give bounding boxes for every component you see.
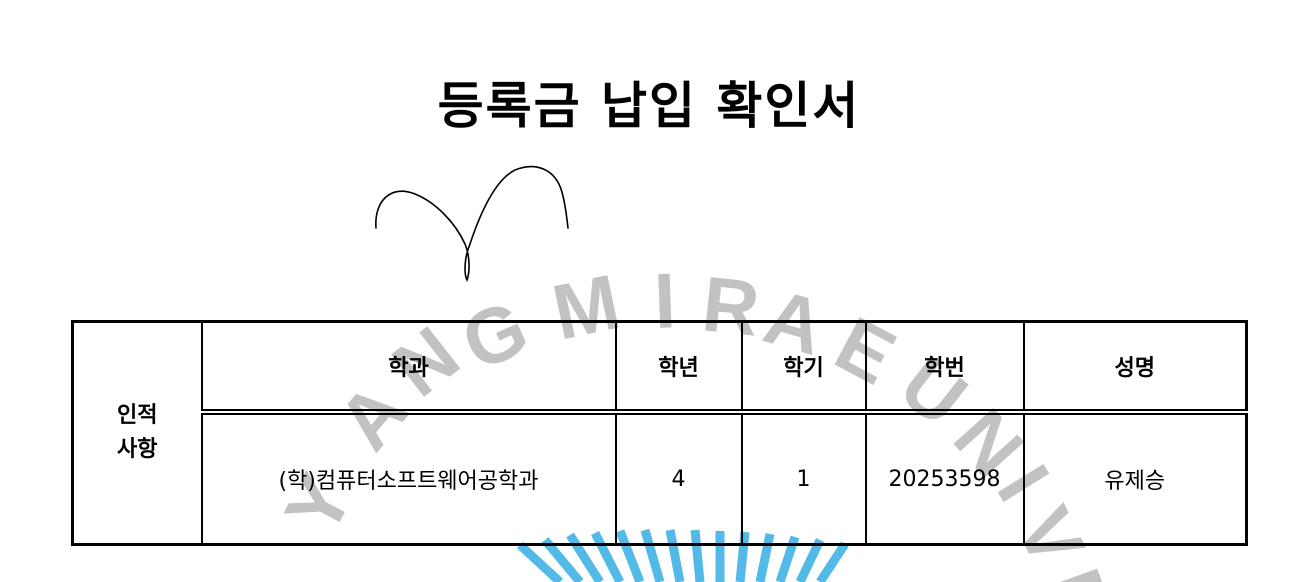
section-label-line2: 사항 <box>117 437 158 462</box>
value-student-id: 20253598 <box>864 411 1025 546</box>
header-grade: 학년 <box>614 320 743 415</box>
section-label: 인적 사항 <box>71 320 203 546</box>
header-semester: 학기 <box>740 320 867 415</box>
value-semester: 1 <box>740 411 867 546</box>
value-department: (학)컴퓨터소프트웨어공학과 <box>200 411 617 546</box>
header-student-id: 학번 <box>864 320 1025 415</box>
signature-image <box>375 165 569 283</box>
section-label-line1: 인적 <box>117 403 158 428</box>
personal-info-table: 인적 사항 학과 학년 학기 학번 성명 (학)컴퓨터소프트웨어공학과 4 1 … <box>71 320 1248 546</box>
value-row: (학)컴퓨터소프트웨어공학과 4 1 20253598 유제승 <box>73 411 1248 546</box>
value-name: 유제승 <box>1022 411 1248 546</box>
header-department: 학과 <box>200 320 617 415</box>
svg-text:E: E <box>1029 558 1129 582</box>
header-name: 성명 <box>1022 320 1248 415</box>
header-row: 인적 사항 학과 학년 학기 학번 성명 <box>71 320 1248 546</box>
document-title: 등록금 납입 확인서 <box>437 77 861 135</box>
value-grade: 4 <box>614 411 743 546</box>
